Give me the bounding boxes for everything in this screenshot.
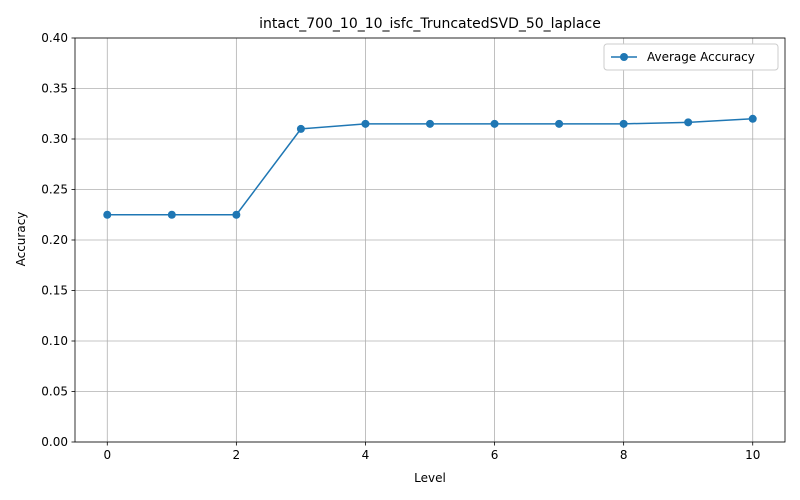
x-tick-label: 2: [233, 448, 241, 462]
legend-box: [603, 43, 779, 71]
x-ticks: 0 2 4 6 8 10: [103, 442, 760, 462]
y-tick-label: 0.15: [41, 284, 68, 298]
x-tick-label: 6: [491, 448, 499, 462]
legend: Average Accuracy: [603, 43, 779, 71]
data-point: [490, 119, 499, 128]
y-tick-label: 0.10: [41, 334, 68, 348]
y-tick-label: 0.20: [41, 233, 68, 247]
plot-area-frame: [74, 37, 786, 443]
y-tick-label: 0.00: [41, 435, 68, 449]
data-point: [748, 114, 757, 123]
grid: [75, 37, 785, 443]
y-tick-label: 0.30: [41, 132, 68, 146]
x-tick-label: 0: [103, 448, 111, 462]
y-ticks: 0.00 0.05 0.10 0.15 0.20 0.25 0.30 0.35 0.40: [41, 31, 75, 449]
data-point: [361, 119, 370, 128]
series-layer: [103, 114, 757, 219]
data-point: [684, 118, 693, 127]
data-point: [232, 210, 241, 219]
y-tick-label: 0.05: [41, 385, 68, 399]
y-tick-label: 0.40: [41, 31, 68, 45]
data-point: [103, 210, 112, 219]
legend-label: Average Accuracy: [647, 50, 755, 64]
data-point: [296, 124, 305, 133]
data-point: [426, 119, 434, 128]
x-tick-label: 8: [620, 448, 628, 462]
legend-marker-swatch: [620, 53, 628, 61]
x-tick-label: 10: [745, 448, 760, 462]
data-point: [167, 210, 176, 219]
y-tick-label: 0.25: [41, 183, 68, 197]
data-point: [619, 119, 628, 128]
x-axis-label: Level: [414, 471, 446, 485]
data-point: [555, 119, 564, 128]
y-axis-label: Accuracy: [14, 212, 28, 267]
chart-title: intact_700_10_10_isfc_TruncatedSVD_50_la…: [259, 16, 601, 32]
x-tick-label: 4: [362, 448, 370, 462]
y-tick-label: 0.35: [41, 82, 68, 96]
